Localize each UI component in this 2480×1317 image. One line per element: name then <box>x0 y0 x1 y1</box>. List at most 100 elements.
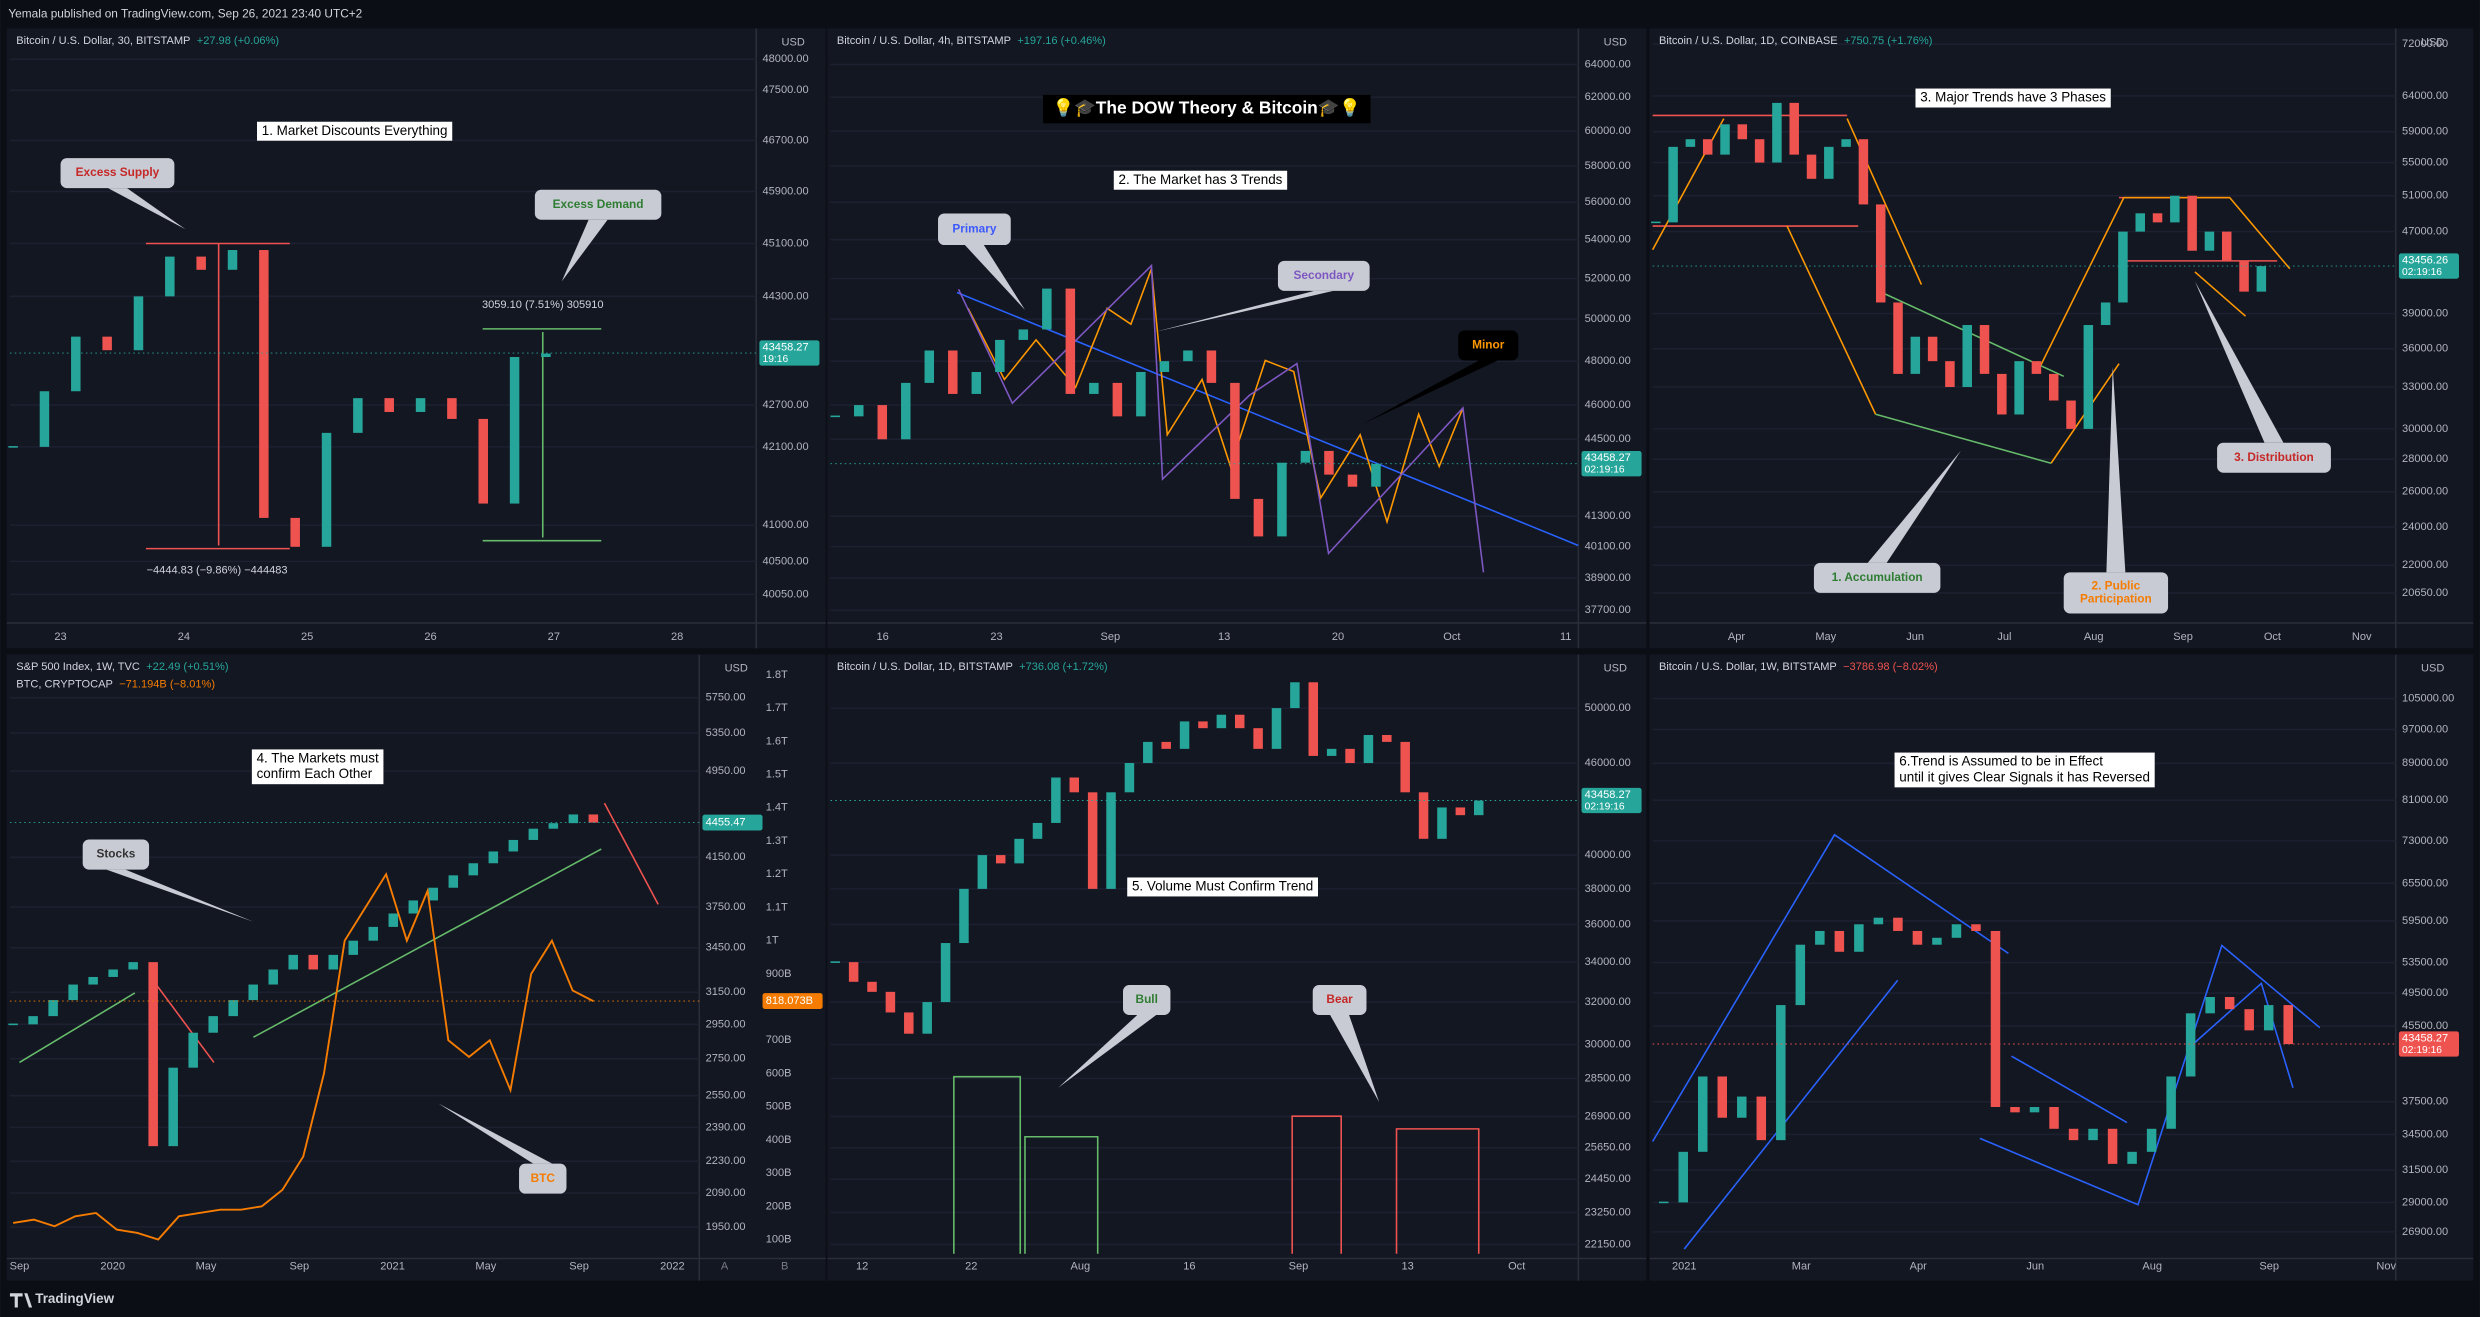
candle <box>1737 124 1748 140</box>
candle <box>1990 930 2001 1108</box>
y-tick-label: 45500.00 <box>2402 1020 2448 1032</box>
candle <box>1932 937 1942 945</box>
candle <box>133 296 144 351</box>
candle <box>1658 1201 1669 1204</box>
panel <box>1649 654 2474 1281</box>
y-tick-label: 32000.00 <box>1585 996 1631 1008</box>
unit-label: USD <box>2421 663 2444 675</box>
candle <box>1795 944 1806 1006</box>
y2-tick-label: 1.4T <box>766 802 788 814</box>
drawing <box>1683 979 1899 1250</box>
callout-tail <box>2106 366 2126 573</box>
y-tick-label: 47000.00 <box>2402 226 2448 238</box>
price-label: 43458.27 <box>763 341 809 353</box>
callout <box>82 839 150 870</box>
candle <box>1927 336 1938 362</box>
candle <box>1824 146 1834 179</box>
y-tick-label: 26900.00 <box>2402 1226 2448 1238</box>
headline: 💡🎓The DOW Theory & Bitcoin🎓💡 <box>1053 98 1362 118</box>
drawing <box>1786 225 1877 415</box>
callout-tail <box>438 1103 553 1164</box>
candle <box>1698 1076 1708 1152</box>
candle <box>959 888 969 944</box>
y-tick-label: 59500.00 <box>2402 915 2448 927</box>
candle <box>1087 792 1098 889</box>
drawing <box>1875 413 2052 465</box>
panel <box>6 654 826 1281</box>
y2-tick-label: 1.2T <box>766 868 788 880</box>
y-tick-label: 40000.00 <box>1585 849 1631 861</box>
candle <box>168 1067 178 1147</box>
y-tick-label: 30000.00 <box>2402 423 2448 435</box>
drawing <box>19 992 136 1064</box>
y-tick-label: 89000.00 <box>2402 757 2448 769</box>
x-tick-label: Sep <box>569 1260 589 1272</box>
x-tick-label: Sep <box>2173 631 2193 643</box>
callout <box>2063 572 2169 614</box>
candle <box>848 962 859 982</box>
y-tick-label: 33000.00 <box>2402 381 2448 393</box>
candle <box>368 926 379 941</box>
candle <box>108 969 118 977</box>
y-tick-label: 2950.00 <box>706 1018 746 1030</box>
y-tick-label: 34500.00 <box>2402 1128 2448 1140</box>
y-tick-label: 50000.00 <box>1585 313 1631 325</box>
y-tick-label: 26000.00 <box>2402 486 2448 498</box>
legend-symbol: Bitcoin / U.S. Dollar, 1W, BITSTAMP <box>1659 661 1837 673</box>
legend-symbol: Bitcoin / U.S. Dollar, 1D, COINBASE <box>1659 35 1838 47</box>
candle <box>1678 1151 1688 1203</box>
candle <box>165 256 175 297</box>
candle <box>248 984 258 1001</box>
legend-change: −71.194B (−8.01%) <box>119 679 215 691</box>
candle <box>948 350 958 394</box>
candle <box>1347 474 1358 487</box>
y-tick-label: 41300.00 <box>1585 510 1631 522</box>
legend-symbol: BTC, CRYPTOCAP <box>16 679 113 691</box>
x-tick-label: May <box>1815 631 1836 643</box>
y-tick-label: 5750.00 <box>706 692 746 704</box>
candle <box>39 391 50 447</box>
candle <box>8 446 18 448</box>
y-tick-label: 49500.00 <box>2402 987 2448 999</box>
candle <box>1324 450 1334 475</box>
callout <box>1312 984 1367 1016</box>
callout-label: Excess Supply <box>76 165 160 179</box>
x-tick-label: Sep <box>289 1260 309 1272</box>
candle <box>1875 204 1886 303</box>
candle <box>128 962 138 970</box>
candle <box>8 1023 18 1026</box>
y-tick-label: 24450.00 <box>1585 1173 1631 1185</box>
y-tick-label: 3150.00 <box>706 986 746 998</box>
candle <box>1910 336 1921 374</box>
price-time: 02:19:16 <box>2402 267 2442 278</box>
candle <box>885 991 896 1013</box>
candle <box>1345 748 1355 764</box>
candle <box>288 954 298 970</box>
y-tick-label: 41000.00 <box>763 519 809 531</box>
title-box <box>257 121 453 141</box>
unit-label: USD <box>782 37 805 49</box>
logo <box>9 1293 33 1308</box>
y2-tick-label: 1.6T <box>766 735 788 747</box>
y-tick-label: 44300.00 <box>763 290 809 302</box>
callout <box>519 1163 567 1194</box>
y-tick-label: 3450.00 <box>706 942 746 954</box>
candle <box>1051 777 1061 823</box>
callout-tail <box>1363 360 1498 424</box>
x-tick-label: May <box>196 1260 217 1272</box>
y-tick-label: 45900.00 <box>763 185 809 197</box>
y-tick-label: 2390.00 <box>706 1121 746 1133</box>
y-tick-label: 36000.00 <box>2402 343 2448 355</box>
y-tick-label: 38900.00 <box>1585 572 1631 584</box>
y-tick-label: 37500.00 <box>2402 1096 2448 1108</box>
y-tick-label: 48000.00 <box>1585 355 1631 367</box>
legend-change: +750.75 (+1.76%) <box>1844 35 1932 47</box>
drawing <box>2011 1055 2128 1124</box>
y2-tick-label: 700B <box>766 1034 792 1046</box>
candle <box>1290 682 1300 709</box>
candle <box>1308 682 1319 756</box>
y-tick-label: 97000.00 <box>2402 723 2448 735</box>
candle <box>1854 924 1864 952</box>
candle <box>1455 807 1466 816</box>
candle <box>71 336 81 392</box>
